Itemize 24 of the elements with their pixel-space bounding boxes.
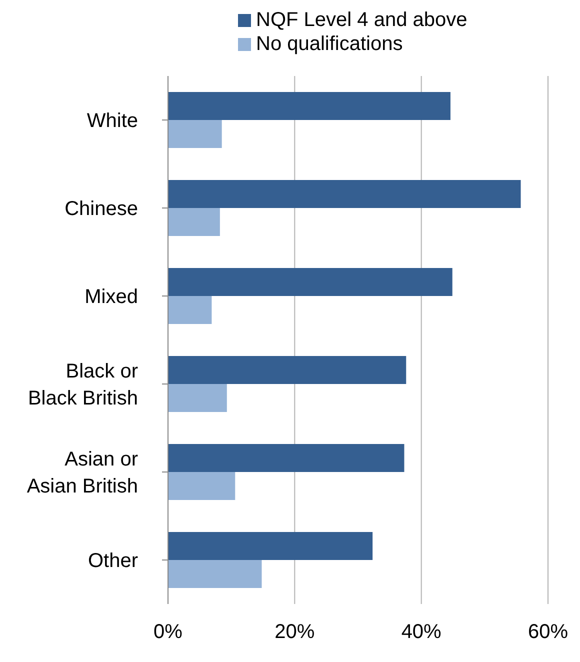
bar: [168, 384, 227, 412]
bar: [168, 296, 212, 324]
x-tick-label: 60%: [528, 621, 568, 644]
x-tick-label: 40%: [401, 621, 442, 644]
y-tick-label: White: [86, 110, 138, 132]
x-tick-label: 20%: [274, 621, 315, 644]
bar: [168, 268, 452, 296]
bar: [168, 92, 450, 120]
legend-label: No qualifications: [256, 32, 403, 56]
y-tick-label: Mixed: [84, 286, 138, 308]
y-tick-label: Chinese: [64, 198, 138, 220]
bar: [168, 208, 220, 236]
bar: [168, 532, 373, 560]
bar: [168, 120, 222, 148]
y-tick-label: Black or Black British: [28, 360, 138, 410]
x-tick-label: 0%: [154, 621, 183, 644]
bar: [168, 444, 404, 472]
bar: [168, 356, 406, 384]
legend-label: NQF Level 4 and above: [256, 8, 468, 32]
bar: [168, 560, 262, 588]
y-tick-label: Asian or Asian British: [26, 448, 138, 498]
y-tick-label: Other: [88, 550, 138, 572]
bar: [168, 180, 521, 208]
bar: [168, 472, 236, 500]
